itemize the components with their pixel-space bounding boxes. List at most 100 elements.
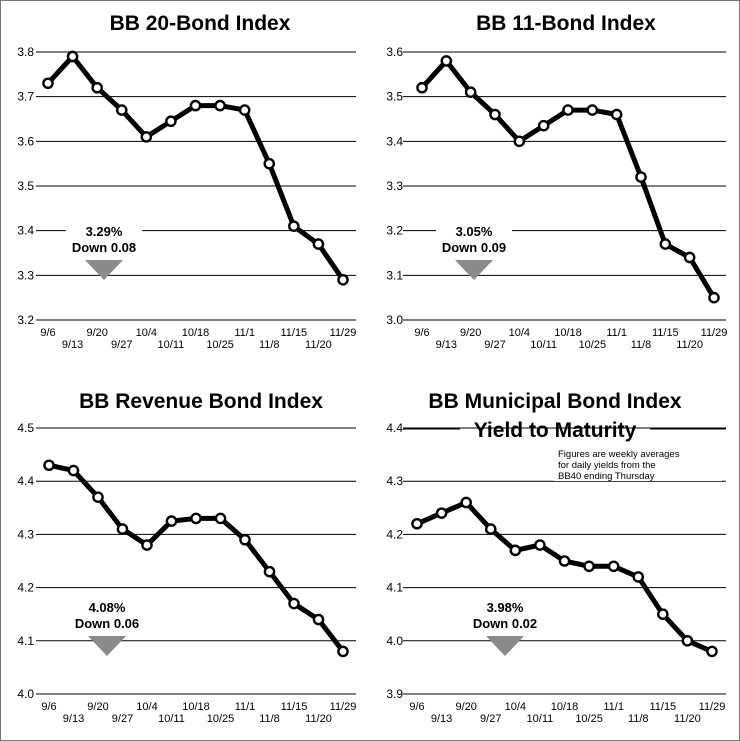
chart-4-data-point	[411, 517, 423, 530]
chart-1-x-tick-label: 11/1	[234, 327, 255, 339]
chart-4-note-line: BB40 ending Thursday	[558, 471, 655, 482]
chart-1-down-arrow-icon	[85, 260, 123, 280]
chart-2-data-point	[464, 86, 477, 98]
chart-4-callout-value: 3.98%	[487, 600, 524, 615]
chart-1-x-tick-label: 10/4	[136, 327, 157, 339]
chart-4-note-line: Figures are weekly averages	[558, 449, 680, 460]
chart-3-x-tick-label: 10/4	[136, 701, 157, 713]
chart-3-data-point	[263, 565, 276, 578]
chart-4-data-point	[484, 523, 497, 535]
chart-4-down-arrow-icon	[486, 636, 524, 656]
chart-1-data-point	[115, 104, 128, 116]
chart-2-x-tick-label: 11/29	[701, 327, 728, 339]
chart-4-x-tick-label: 11/8	[628, 713, 649, 725]
chart-3-x-tick-label: 10/11	[158, 713, 185, 725]
chart-3-x-tick-label: 11/15	[281, 701, 308, 713]
chart-1-x-tick-label: 9/20	[86, 327, 107, 339]
chart-4-data-point	[509, 544, 522, 557]
chart-1-callout-change: Down 0.08	[72, 240, 136, 255]
chart-1-x-tick-label: 10/11	[158, 339, 185, 351]
chart-1-y-tick-label: 3.5	[17, 179, 34, 193]
chart-2-data-point	[683, 251, 696, 264]
chart-3-data-point	[92, 491, 104, 503]
chart-3-x-tick-label: 9/13	[63, 713, 84, 725]
chart-3-data-point	[288, 597, 300, 610]
chart-4-callout-background	[467, 598, 543, 630]
chart-1-y-tick-label: 3.4	[17, 224, 34, 238]
chart-1-callout-value: 3.29%	[86, 224, 123, 239]
chart-2-x-tick-label: 11/1	[606, 327, 627, 339]
chart-3-x-tick-label: 10/25	[207, 713, 235, 725]
chart-4-x-tick-label: 9/27	[480, 713, 501, 725]
chart-2-data-point	[562, 104, 574, 116]
chart-3-data-point	[141, 539, 153, 551]
chart-3-callout-background	[69, 598, 145, 630]
chart-4-x-tick-label: 11/20	[674, 713, 701, 725]
chart-3-data-point	[67, 464, 80, 477]
chart-4-callout-change: Down 0.02	[473, 616, 537, 631]
chart-2-data-point	[513, 135, 526, 148]
chart-2-x-tick-label: 10/11	[530, 339, 557, 351]
chart-1-x-tick-label: 9/6	[40, 327, 55, 339]
chart-4-data-point	[657, 608, 669, 621]
chart-2-y-tick-label: 3.6	[386, 45, 403, 59]
chart-2-data-point	[489, 108, 501, 121]
chart-1-title: BB 20-Bond Index	[110, 12, 291, 35]
chart-1-data-point	[238, 104, 251, 116]
chart-2-y-tick-label: 3.1	[386, 268, 403, 282]
chart-1-data-point	[91, 81, 103, 94]
chart-4-subtitle: Yield to Maturity	[474, 419, 637, 442]
chart-4-y-tick-label: 4.4	[386, 421, 403, 435]
chart-3-data-point	[43, 459, 55, 472]
chart-4-x-tick-label: 11/15	[649, 701, 676, 713]
chart-4-y-tick-label: 4.1	[386, 581, 403, 595]
chart-4-series-line	[414, 500, 715, 654]
chart-2-data-point	[416, 81, 428, 94]
chart-2-x-tick-label: 10/25	[579, 339, 607, 351]
chart-1-data-point	[66, 50, 79, 63]
chart-2-x-tick-label: 9/27	[484, 339, 505, 351]
chart-2-callout-change: Down 0.09	[442, 240, 506, 255]
chart-3-data-point	[190, 512, 202, 525]
chart-1-data-point	[140, 131, 153, 143]
chart-1-x-tick-label: 10/25	[206, 339, 234, 351]
chart-4-data-point	[435, 507, 448, 519]
chart-4-title: BB Municipal Bond Index	[428, 390, 681, 413]
chart-2-y-tick-label: 3.4	[386, 134, 403, 148]
chart-3-x-tick-label: 9/20	[87, 701, 108, 713]
chart-4-note-background	[554, 447, 722, 481]
chart-3-x-tick-label: 11/8	[259, 713, 280, 725]
chart-1-x-tick-label: 9/27	[111, 339, 132, 351]
chart-3-y-tick-label: 4.4	[17, 474, 34, 488]
chart-4-data-point	[460, 496, 472, 509]
chart-1-x-tick-label: 10/18	[182, 327, 210, 339]
chart-2-callout-background	[436, 222, 512, 254]
chart-3-y-tick-label: 4.3	[17, 527, 34, 541]
chart-4-x-tick-label: 9/13	[431, 713, 452, 725]
chart-2-callout-value: 3.05%	[456, 224, 493, 239]
chart-4-x-tick-label: 10/25	[575, 713, 603, 725]
chart-1-data-point	[165, 115, 177, 128]
chart-4-y-tick-label: 4.2	[386, 527, 403, 541]
chart-3-data-point	[116, 523, 129, 535]
chart-1-x-tick-label: 11/8	[259, 339, 280, 351]
chart-1-callout-background	[66, 222, 142, 254]
chart-1-data-point	[42, 77, 54, 90]
chart-1-data-point	[312, 238, 325, 250]
chart-4-data-point	[632, 571, 645, 583]
chart-2-x-tick-label: 10/18	[554, 327, 582, 339]
chart-4-data-point	[534, 539, 546, 551]
chart-4-y-tick-label: 3.9	[386, 687, 403, 701]
chart-2-data-point	[586, 104, 599, 116]
chart-3-data-point	[165, 515, 178, 527]
chart-4-x-tick-label: 11/1	[603, 701, 624, 713]
chart-4-data-point	[558, 555, 571, 567]
chart-4-note-line: for daily yields from the	[558, 460, 656, 471]
chart-3-y-tick-label: 4.1	[17, 634, 34, 648]
chart-4-x-tick-label: 10/11	[527, 713, 554, 725]
chart-2-x-tick-label: 9/13	[436, 339, 457, 351]
chart-3-callout-value: 4.08%	[89, 600, 126, 615]
chart-1-y-tick-label: 3.2	[17, 313, 34, 327]
chart-1-data-point	[337, 273, 349, 286]
chart-4-data-point	[706, 645, 718, 658]
